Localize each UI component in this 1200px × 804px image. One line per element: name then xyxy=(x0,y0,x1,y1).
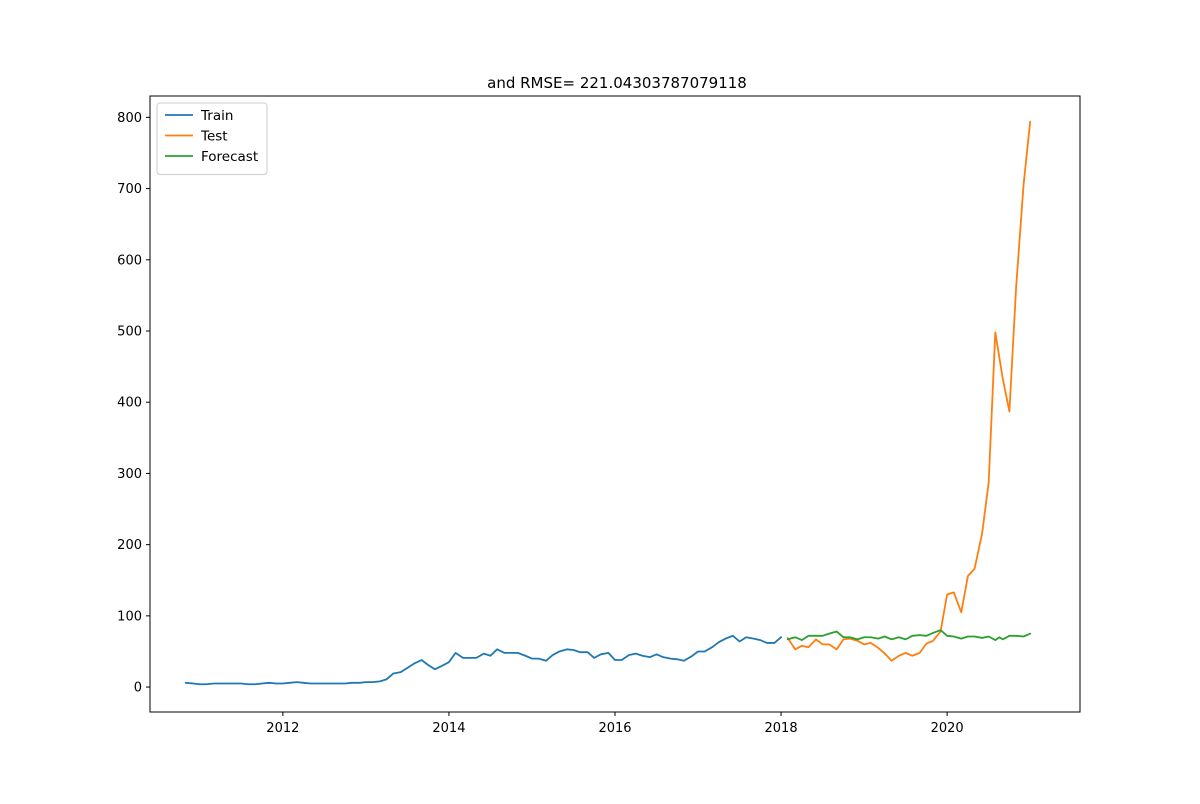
x-tick-label: 2020 xyxy=(931,721,964,736)
y-axis: 0 100 200 300 400 500 600 700 800 xyxy=(117,111,150,696)
series-line-train xyxy=(184,634,782,686)
plot-area-frame xyxy=(149,95,1081,713)
series-layer xyxy=(184,120,1032,686)
y-tick-label: 800 xyxy=(117,111,142,126)
legend-label-test: Test xyxy=(200,129,228,145)
legend: Train Test Forecast xyxy=(156,102,268,175)
y-tick-label: 200 xyxy=(117,538,142,553)
y-tick-label: 500 xyxy=(117,325,142,340)
x-tick-label: 2014 xyxy=(432,721,465,736)
x-tick-label: 2012 xyxy=(266,721,299,736)
y-tick-label: 600 xyxy=(117,253,142,268)
y-tick-label: 100 xyxy=(117,609,142,624)
legend-label-train: Train xyxy=(200,108,233,124)
series-line-test xyxy=(786,120,1032,662)
x-axis: 2012 2014 2016 2018 2020 xyxy=(266,712,964,736)
y-tick-label: 400 xyxy=(117,396,142,411)
legend-label-forecast: Forecast xyxy=(201,149,258,165)
series-line-forecast xyxy=(786,629,1032,641)
x-tick-label: 2016 xyxy=(598,721,631,736)
chart-title: and RMSE= 221.04303787079118 xyxy=(487,74,747,92)
y-tick-label: 700 xyxy=(117,182,142,197)
y-tick-label: 300 xyxy=(117,467,142,482)
y-tick-label: 0 xyxy=(134,681,142,696)
x-tick-label: 2018 xyxy=(765,721,798,736)
